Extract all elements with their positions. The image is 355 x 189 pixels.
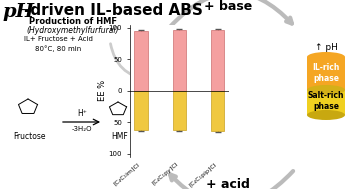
Text: HMF: HMF — [111, 132, 129, 141]
Bar — [173, 30, 186, 91]
Text: Fructose: Fructose — [14, 132, 46, 141]
Ellipse shape — [307, 85, 345, 95]
Text: -driven IL-based ABS: -driven IL-based ABS — [24, 3, 203, 18]
Text: H⁺: H⁺ — [77, 109, 87, 118]
Text: ↑ pH: ↑ pH — [315, 43, 338, 53]
Ellipse shape — [307, 52, 345, 62]
Bar — [173, 91, 186, 130]
Text: Production of HMF: Production of HMF — [29, 17, 117, 26]
Bar — [211, 30, 224, 91]
Ellipse shape — [145, 110, 181, 120]
Text: IL+ Fructose + Acid
80°C, 80 min: IL+ Fructose + Acid 80°C, 80 min — [23, 36, 92, 52]
Bar — [307, 90, 345, 115]
Text: Salt-rich
phase: Salt-rich phase — [308, 91, 344, 111]
Text: + base: + base — [204, 0, 252, 12]
Ellipse shape — [307, 110, 345, 120]
Text: -3H₂O: -3H₂O — [72, 126, 92, 132]
Bar — [145, 63, 181, 115]
Bar — [134, 31, 148, 91]
Text: Monophasic
system: Monophasic system — [137, 75, 189, 95]
Text: pH: pH — [3, 3, 35, 21]
Text: ↓ pH: ↓ pH — [152, 50, 174, 59]
Bar — [307, 57, 345, 90]
Y-axis label: EE %: EE % — [98, 80, 107, 101]
Text: IL-rich
phase: IL-rich phase — [312, 63, 340, 83]
Ellipse shape — [145, 58, 181, 68]
Bar — [134, 91, 148, 130]
Bar — [211, 91, 224, 131]
Text: (Hydroxymethylfurfural): (Hydroxymethylfurfural) — [27, 26, 119, 35]
Text: + acid: + acid — [206, 177, 250, 189]
